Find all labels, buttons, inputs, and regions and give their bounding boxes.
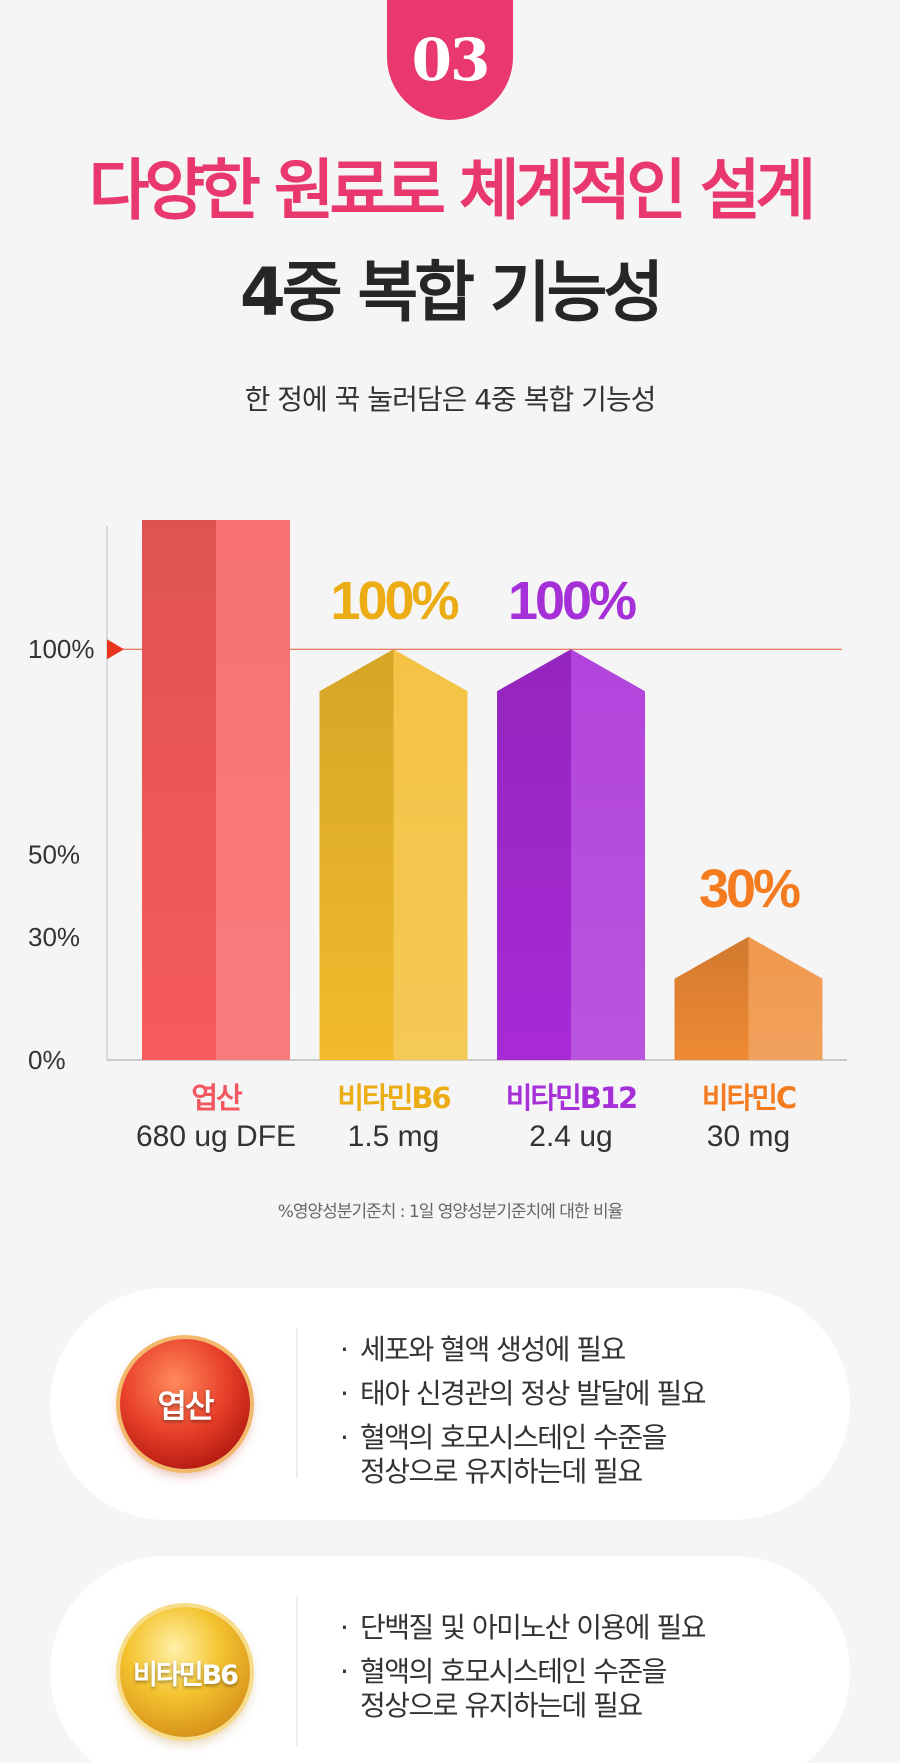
- y-tick-label: 0%: [28, 1045, 66, 1075]
- bar-1: [142, 520, 290, 1060]
- amount-label: 1.5 mg: [348, 1120, 440, 1153]
- vitamin-b6-benefits: 단백질 및 아미노산 이용에 필요 혈액의 호모시스테인 수준을 정상으로 유지…: [340, 1606, 706, 1724]
- section-number-badge: 03: [387, 0, 513, 120]
- bar-4: [674, 936, 823, 1060]
- chart-footnote: %영양성분기준치 : 1일 영양성분기준치에 대한 비율: [277, 1202, 624, 1222]
- folic-acid-benefits: 세포와 혈액 생성에 필요 태아 신경관의 정상 발달에 필요 혈액의 호모시스…: [340, 1328, 706, 1490]
- bar-right-face: [216, 520, 290, 1060]
- card-divider: [296, 1596, 298, 1746]
- bar-left-face: [142, 520, 216, 1060]
- category-label: 비타민C: [702, 1081, 796, 1115]
- y-tick-label: 30%: [28, 922, 80, 952]
- amount-label: 680 ug DFE: [136, 1120, 296, 1153]
- benefit-item: 혈액의 호모시스테인 수준을: [340, 1416, 705, 1460]
- benefit-item-continued: 정상으로 유지하는데 필요: [360, 1689, 643, 1722]
- y-tick-label: 100%: [28, 634, 95, 664]
- category-label: 비타민B12: [506, 1081, 637, 1115]
- benefit-item: 세포와 혈액 생성에 필요: [340, 1328, 705, 1372]
- bar-left-face: [319, 649, 394, 1060]
- bar-right-face: [393, 649, 468, 1060]
- bar-right-face: [748, 936, 823, 1060]
- bar-3: [497, 649, 645, 1060]
- bar-left-face: [674, 936, 749, 1060]
- reference-marker-icon: [107, 639, 124, 660]
- category-label: 엽산: [191, 1081, 243, 1115]
- amount-label: 30 mg: [707, 1120, 790, 1153]
- subtitle: 한 정에 꾹 눌러담은 4중 복합 기능성: [244, 383, 657, 416]
- bar-right-face: [571, 649, 645, 1060]
- folic-acid-orb: 엽산: [120, 1339, 250, 1469]
- value-label: 100%: [508, 571, 636, 631]
- vitamin-b6-orb: 비타민B6: [120, 1607, 250, 1737]
- headline-line-2: 4중 복합 기능성: [239, 254, 664, 331]
- benefit-item: 태아 신경관의 정상 발달에 필요: [340, 1372, 706, 1416]
- amount-label: 2.4 ug: [529, 1120, 612, 1153]
- vitamin-b6-card: 비타민B6 단백질 및 아미노산 이용에 필요 혈액의 호모시스테인 수준을 정…: [50, 1556, 850, 1763]
- benefit-item: 단백질 및 아미노산 이용에 필요: [340, 1606, 706, 1650]
- folic-acid-card: 엽산 세포와 혈액 생성에 필요 태아 신경관의 정상 발달에 필요 혈액의 호…: [50, 1288, 850, 1520]
- section-number: 03: [411, 26, 491, 94]
- headline-line-1: 다양한 원료로 체계적인 설계: [88, 152, 817, 229]
- y-tick-label: 50%: [28, 840, 80, 870]
- card-divider: [296, 1328, 298, 1478]
- benefit-item-continued: 정상으로 유지하는데 필요: [360, 1455, 643, 1488]
- value-label: 30%: [699, 859, 800, 919]
- value-label: 100%: [330, 571, 458, 631]
- bar-left-face: [497, 649, 571, 1060]
- category-label: 비타민B6: [337, 1081, 450, 1115]
- bar-2: [319, 649, 468, 1060]
- benefit-item: 혈액의 호모시스테인 수준을: [340, 1650, 705, 1694]
